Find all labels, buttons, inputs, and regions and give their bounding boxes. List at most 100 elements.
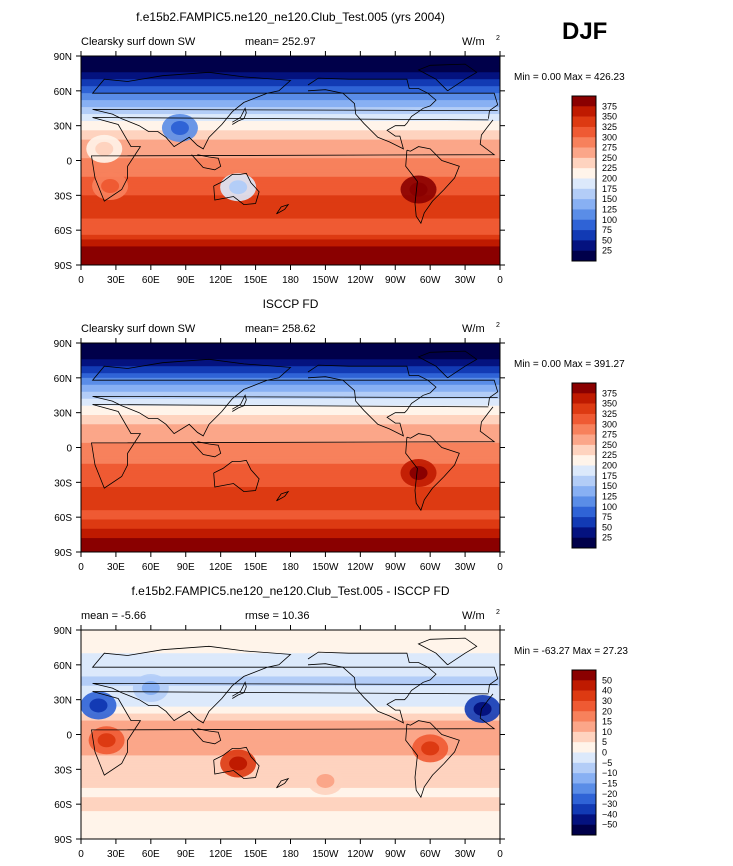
lat-band xyxy=(81,834,500,838)
panel-left-label: mean = -5.66 xyxy=(81,610,146,622)
lat-band xyxy=(81,211,500,215)
colorbar-label: 125 xyxy=(602,491,617,501)
lat-band xyxy=(81,542,500,546)
lat-band xyxy=(81,794,500,798)
lat-band xyxy=(81,484,500,488)
coastline xyxy=(91,71,499,150)
colorbar-swatch xyxy=(572,804,596,815)
lat-band xyxy=(81,545,500,548)
lat-band xyxy=(81,674,500,678)
lat-band xyxy=(81,836,500,839)
colorbar-swatch xyxy=(572,455,596,466)
lat-band xyxy=(81,354,500,358)
colorbar-label: 40 xyxy=(602,686,612,696)
lat-band xyxy=(81,743,500,747)
lat-band xyxy=(81,725,500,729)
lat-band xyxy=(81,95,500,99)
lat-band xyxy=(81,132,500,136)
coastline xyxy=(405,433,460,512)
lat-band xyxy=(81,116,500,120)
lat-band xyxy=(81,377,500,381)
x-tick-label: 0 xyxy=(78,849,84,860)
colorbar-swatch xyxy=(572,465,596,477)
colorbar-swatch xyxy=(572,137,596,148)
colorbar-label: 350 xyxy=(602,399,617,409)
lat-band xyxy=(81,109,500,113)
lat-band xyxy=(81,428,500,432)
x-tick-label: 30E xyxy=(107,275,125,286)
lat-band xyxy=(81,356,500,360)
field-3 xyxy=(81,630,500,839)
lat-band xyxy=(81,676,500,680)
lat-band xyxy=(81,158,500,162)
colorbar-swatch xyxy=(572,752,596,764)
x-tick-label: 90E xyxy=(177,562,195,573)
lat-band xyxy=(81,799,500,803)
colorbar-swatch xyxy=(572,383,596,394)
lat-band xyxy=(81,118,500,122)
lat-band xyxy=(81,248,500,252)
lat-band xyxy=(81,445,500,449)
lat-band xyxy=(81,746,500,750)
lat-band xyxy=(81,461,500,465)
lat-band xyxy=(81,648,500,652)
lat-band xyxy=(81,384,500,388)
x-tick-label: 30W xyxy=(455,562,476,573)
lat-band xyxy=(81,764,500,768)
x-tick-label: 180 xyxy=(282,275,299,286)
lat-band xyxy=(81,533,500,537)
colorbar-swatch xyxy=(572,527,596,538)
lat-band xyxy=(81,519,500,523)
x-tick-label: 30W xyxy=(455,275,476,286)
panel-stat-label: rmse = 10.36 xyxy=(245,610,310,622)
colorbar-swatch xyxy=(572,731,596,743)
lat-band xyxy=(81,93,500,97)
colorbar-swatch xyxy=(572,393,596,404)
x-tick-label: 90E xyxy=(177,849,195,860)
colorbar-label: 150 xyxy=(602,481,617,491)
colorbar-swatch xyxy=(572,506,596,518)
lat-band xyxy=(81,244,500,248)
lat-band xyxy=(81,204,500,208)
lat-band xyxy=(81,720,500,724)
coastline xyxy=(91,358,499,437)
lat-band xyxy=(81,394,500,398)
colorbar-swatch xyxy=(572,96,596,107)
lat-band xyxy=(81,447,500,451)
lat-band xyxy=(81,503,500,507)
x-tick-label: 150E xyxy=(244,849,268,860)
lat-band xyxy=(81,127,500,131)
lat-band xyxy=(81,547,500,551)
field-blob-core xyxy=(409,182,428,197)
lat-band xyxy=(81,361,500,365)
colorbar-swatch xyxy=(572,537,596,549)
colorbar-swatch xyxy=(572,188,596,200)
lat-band xyxy=(81,258,500,261)
x-tick-label: 120W xyxy=(347,275,374,286)
colorbar-swatch xyxy=(572,762,596,774)
lat-band xyxy=(81,62,500,66)
x-tick-label: 0 xyxy=(497,275,503,286)
colorbar-swatch xyxy=(572,240,596,251)
lat-band xyxy=(81,232,500,236)
lat-band xyxy=(81,655,500,659)
unit-label: W/m xyxy=(462,36,485,48)
colorbar-label: 125 xyxy=(602,204,617,214)
lat-band xyxy=(81,412,500,416)
colorbar-label: 275 xyxy=(602,430,617,440)
lat-band xyxy=(81,524,500,528)
lat-band xyxy=(81,643,500,647)
lat-band xyxy=(81,169,500,173)
lat-band xyxy=(81,466,500,469)
lat-band xyxy=(81,470,500,474)
colorbar-swatch xyxy=(572,413,596,425)
colorbar-swatch xyxy=(572,783,596,795)
panel-title: f.e15b2.FAMPIC5.ne120_ne120.Club_Test.00… xyxy=(136,10,445,24)
lat-band xyxy=(81,822,500,826)
colorbar-swatch xyxy=(572,126,596,138)
panel-stat-label: mean= 258.62 xyxy=(245,323,316,335)
lat-band xyxy=(81,262,500,265)
colorbar-swatch xyxy=(572,670,596,681)
y-tick-label: 90S xyxy=(54,548,72,559)
lat-band xyxy=(81,223,500,227)
